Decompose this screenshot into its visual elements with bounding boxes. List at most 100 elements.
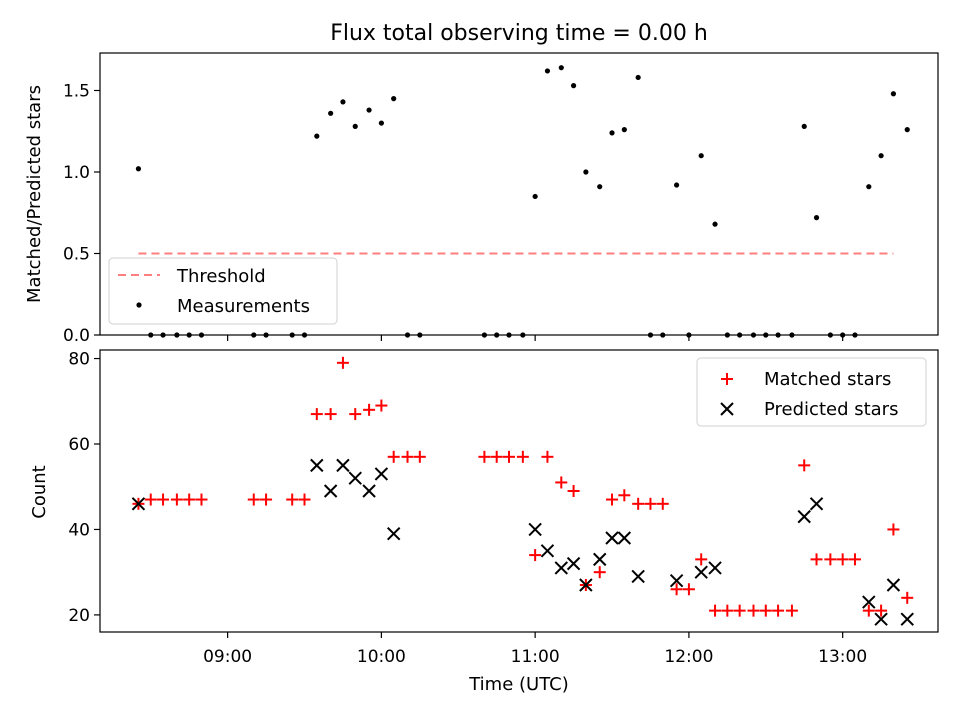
matched-star-point xyxy=(618,489,631,502)
matched-star-point xyxy=(644,497,657,510)
matched-star-point xyxy=(375,399,388,412)
legend-predicted-label: Predicted stars xyxy=(764,399,898,420)
bottom-plot-frame xyxy=(99,349,939,633)
matched-star-point xyxy=(555,476,568,489)
legend-predicted-swatch xyxy=(720,402,734,416)
predicted-star-point xyxy=(809,497,824,511)
ratio-y-tick-label: 0.0 xyxy=(63,326,90,346)
matched-star-point xyxy=(247,493,260,506)
matched-star-point xyxy=(478,450,491,463)
measurement-point xyxy=(328,110,334,116)
measurement-point xyxy=(366,107,372,113)
count-y-tick-label: 40 xyxy=(68,520,90,540)
matched-star-point xyxy=(709,604,722,617)
count-plot-area: 20 40 60 80 09:00 10:00 11:00 12:00 13:00 xyxy=(68,350,914,667)
matched-star-point xyxy=(862,604,875,617)
measurement-point xyxy=(698,153,704,159)
measurement-point xyxy=(135,166,142,172)
measurement-point xyxy=(801,123,807,129)
measurement-point xyxy=(609,130,615,136)
measurement-point xyxy=(674,182,680,188)
predicted-star-point xyxy=(900,612,914,626)
matched-star-point xyxy=(632,497,645,510)
legend-threshold-label: Threshold xyxy=(176,266,266,287)
legend-measurements-swatch xyxy=(136,302,142,308)
ratio-panel: Flux total observing time = 0.00 h Match… xyxy=(24,21,939,346)
matched-star-point xyxy=(682,583,695,596)
measurement-point xyxy=(904,127,910,133)
count-legend-box xyxy=(696,357,927,427)
matched-star-point xyxy=(567,485,580,497)
predicted-star-point xyxy=(566,556,581,571)
matched-star-point xyxy=(157,493,170,506)
matched-star-point xyxy=(810,553,823,566)
predicted-star-point xyxy=(631,569,645,584)
matched-star-point xyxy=(695,553,708,566)
predicted-star-point xyxy=(874,612,888,626)
predicted-star-point xyxy=(708,561,722,575)
matched-star-point xyxy=(413,450,426,463)
predicted-star-point xyxy=(694,565,708,579)
legend-measurements-label: Measurements xyxy=(177,296,310,317)
predicted-star-point xyxy=(540,544,555,558)
predicted-star-point xyxy=(336,458,350,473)
matched-star-point xyxy=(336,356,349,369)
predicted-star-point xyxy=(797,509,811,524)
count-y-tick-label: 60 xyxy=(68,435,90,455)
predicted-star-point xyxy=(528,522,542,537)
matched-star-point xyxy=(310,408,323,421)
matched-star-point xyxy=(848,553,861,566)
matched-star-point xyxy=(387,450,400,463)
matched-star-point xyxy=(324,408,337,421)
predicted-star-point xyxy=(310,458,324,473)
predicted-star-point xyxy=(323,484,338,498)
x-tick-label: 09:00 xyxy=(203,647,252,667)
matched-star-point xyxy=(286,493,299,506)
measurement-point xyxy=(813,215,820,221)
matched-star-point xyxy=(901,591,914,604)
measurement-point xyxy=(597,184,603,190)
matched-star-point xyxy=(183,493,196,506)
top-plot-frame xyxy=(99,52,939,336)
ratio-y-tick-label: 1.0 xyxy=(63,163,90,183)
matched-star-point xyxy=(260,493,273,506)
measurement-point xyxy=(314,133,320,139)
measurement-point xyxy=(878,153,884,159)
ratio-legend-box xyxy=(108,257,338,325)
x-tick-label: 10:00 xyxy=(357,647,406,667)
predicted-star-point xyxy=(617,531,632,545)
matched-star-point xyxy=(541,450,554,463)
matched-star-point xyxy=(772,604,785,617)
matched-star-point xyxy=(875,604,888,617)
matched-star-point xyxy=(298,493,311,506)
measurement-point xyxy=(391,96,397,102)
matched-star-point xyxy=(733,604,746,617)
measurement-point xyxy=(583,169,589,175)
matched-star-point xyxy=(656,497,669,510)
x-axis-label: Time (UTC) xyxy=(468,674,569,695)
measurement-point xyxy=(712,221,718,227)
matched-star-point xyxy=(529,549,542,562)
measurement-point xyxy=(621,127,627,133)
matched-star-point xyxy=(490,450,503,463)
matched-star-point xyxy=(721,604,734,617)
matched-star-point xyxy=(798,459,811,472)
matched-star-point xyxy=(747,604,760,617)
predicted-star-point xyxy=(348,471,362,485)
legend-matched-label: Matched stars xyxy=(764,369,891,390)
matched-star-point xyxy=(195,493,208,506)
measurement-point xyxy=(352,123,358,129)
matched-star-point xyxy=(503,450,516,463)
predicted-star-point xyxy=(886,578,901,592)
matched-star-point xyxy=(606,493,619,506)
matched-star-point xyxy=(593,566,606,579)
matched-star-point xyxy=(759,604,772,617)
matched-star-point xyxy=(363,403,376,416)
measurement-point xyxy=(544,68,551,74)
measurement-point xyxy=(378,120,384,126)
matched-star-point xyxy=(836,553,849,566)
predicted-star-point xyxy=(374,467,389,481)
legend-matched-swatch xyxy=(721,373,733,385)
x-tick-label: 11:00 xyxy=(511,647,560,667)
